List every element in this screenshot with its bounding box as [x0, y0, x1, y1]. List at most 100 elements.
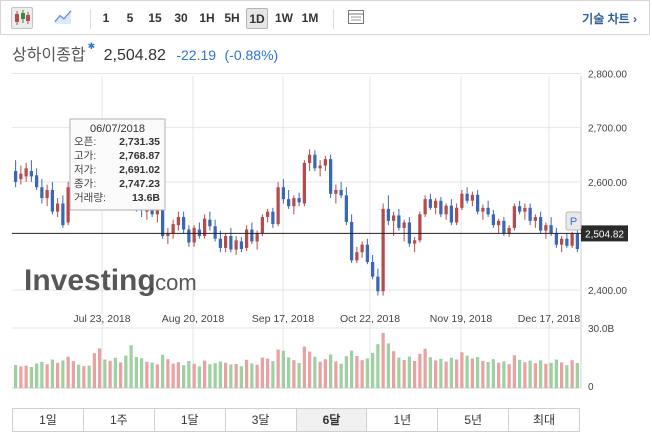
candle-body: [292, 198, 296, 207]
candle-body: [24, 168, 28, 177]
candle-body: [276, 187, 280, 225]
interval-1h[interactable]: 1H: [199, 11, 215, 25]
candle-body: [528, 207, 532, 221]
range-1m[interactable]: 1달: [155, 409, 226, 431]
technical-chart-link[interactable]: 기술 차트 ›: [582, 12, 637, 26]
candle-body: [181, 217, 186, 230]
volume-bar: [244, 359, 249, 388]
interval-1d[interactable]: 1D: [246, 8, 268, 29]
candle-body: [307, 154, 312, 163]
volume-bar: [145, 361, 149, 388]
volume-bar: [575, 363, 580, 388]
range-6m[interactable]: 6달: [296, 409, 368, 431]
volume-bar: [239, 366, 244, 388]
interval-1m[interactable]: 1M: [301, 11, 319, 25]
candle-body: [250, 229, 254, 242]
interval-5h[interactable]: 5H: [224, 11, 240, 25]
range-1w[interactable]: 1주: [84, 409, 155, 431]
candle-body: [370, 262, 375, 277]
interval-30[interactable]: 30: [174, 11, 188, 25]
tooltip-low-value: 2,691.02: [119, 164, 160, 176]
candlestick-icon[interactable]: [11, 7, 33, 29]
y-tick-label: 2,700.00: [588, 124, 627, 135]
interval-15[interactable]: 15: [148, 11, 162, 25]
candle-body: [334, 189, 338, 194]
candle-body: [554, 233, 559, 245]
volume-bar: [50, 359, 55, 388]
last-price-label: 2,504.82: [585, 229, 624, 240]
interval-5[interactable]: 5: [126, 11, 134, 25]
candle-body: [61, 203, 65, 226]
toolbar-divider: [333, 9, 334, 29]
volume-bar: [286, 357, 291, 388]
volume-bar: [370, 352, 375, 388]
volume-bar: [139, 358, 144, 388]
tooltip-high-label: 고가:: [74, 150, 96, 162]
volume-bar: [444, 361, 448, 388]
info-icon[interactable]: ✱: [87, 41, 96, 51]
candle-body: [449, 205, 454, 223]
volume-bar: [344, 356, 349, 388]
candle-body: [34, 175, 39, 188]
x-tick-label: Oct 22, 2018: [340, 313, 400, 325]
candle-body: [55, 203, 60, 212]
range-1d[interactable]: 1일: [13, 409, 84, 431]
range-3m[interactable]: 3달: [226, 409, 297, 431]
candle-body: [166, 233, 170, 236]
volume-bar: [271, 361, 275, 388]
candle-body: [386, 208, 391, 221]
volume-bar: [292, 360, 296, 388]
candle-body: [575, 233, 580, 249]
x-tick-label: Sep 17, 2018: [252, 313, 315, 325]
x-tick-label: Dec 17, 2018: [518, 313, 581, 325]
candle-body: [239, 241, 244, 249]
interval-1w[interactable]: 1W: [275, 11, 293, 25]
volume-bar: [34, 363, 39, 388]
volume-bar: [386, 343, 391, 388]
volume-bar: [229, 364, 233, 388]
volume-bar: [218, 361, 223, 388]
candle-body: [439, 200, 443, 215]
candle-body: [281, 187, 286, 200]
range-5y[interactable]: 5년: [438, 409, 510, 431]
volume-bar: [192, 363, 196, 388]
candle-body: [297, 198, 301, 203]
candle-body: [559, 238, 564, 245]
table-view-icon[interactable]: [346, 7, 368, 29]
volume-bar: [402, 360, 406, 388]
candle-body: [40, 187, 44, 199]
range-1y[interactable]: 1년: [367, 409, 439, 431]
y-tick-label: 2,800.00: [588, 70, 627, 81]
volume-bar: [381, 333, 385, 388]
volume-bar: [407, 356, 412, 388]
volume-bar: [339, 363, 343, 388]
range-max[interactable]: 최대: [533, 413, 556, 427]
tooltip-volume-value: 13.6B: [132, 192, 160, 204]
price-chart[interactable]: Investing .com 2,800.002,700.002,600.002…: [0, 66, 652, 406]
volume-bar: [276, 349, 280, 388]
last-price: 2,504.82: [103, 47, 166, 64]
candle-body: [213, 226, 217, 239]
tooltip-close-label: 종가:: [74, 178, 96, 190]
chart-toolbar: 1 5 15 30 1H 5H 1D 1W 1M 기술 차트 ›: [0, 0, 650, 35]
candle-body: [50, 189, 55, 212]
candle-body: [171, 224, 175, 234]
y-tick-label: 2,400.00: [588, 286, 627, 297]
instrument-name[interactable]: 상하이종합: [12, 47, 86, 64]
candle-body: [45, 189, 49, 199]
tooltip-open-value: 2,731.35: [119, 136, 160, 148]
marker-p[interactable]: P: [565, 211, 582, 231]
volume-bar: [134, 357, 139, 388]
volume-bar: [460, 352, 464, 388]
volume-bar: [302, 346, 307, 388]
interval-1[interactable]: 1: [102, 11, 110, 25]
volume-bar: [349, 350, 354, 388]
candle-body: [565, 238, 569, 246]
candle-body: [538, 217, 543, 231]
candle-body: [339, 189, 343, 196]
volume-bar: [307, 351, 312, 388]
volume-bar: [24, 365, 28, 388]
volume-bar: [517, 359, 522, 388]
line-chart-icon[interactable]: [53, 7, 75, 29]
volume-bar: [45, 364, 49, 388]
